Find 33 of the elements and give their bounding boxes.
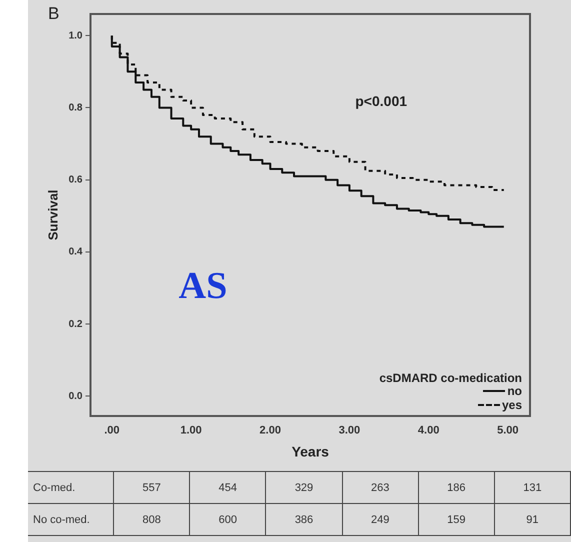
text: 600 <box>190 504 266 536</box>
y-tick-label: 0.6 <box>68 174 83 186</box>
x-tick-label: 1.00 <box>180 424 202 437</box>
x-tick-label: 5.00 <box>497 424 519 437</box>
x-tick-label: 3.00 <box>338 424 360 437</box>
text: 249 <box>342 504 418 536</box>
text: 329 <box>266 472 342 504</box>
text: 808 <box>114 504 190 536</box>
text: 131 <box>494 472 570 504</box>
y-tick-label: 0.8 <box>68 102 83 114</box>
legend-title: csDMARD co-medication <box>379 371 522 385</box>
y-tick-label: 0.2 <box>68 318 83 330</box>
text: 263 <box>342 472 418 504</box>
y-tick-label: 0.0 <box>68 390 83 402</box>
text: 91 <box>494 504 570 536</box>
text: 159 <box>418 504 494 536</box>
y-tick-label: 1.0 <box>68 30 83 42</box>
x-tick-label: 4.00 <box>418 424 440 437</box>
text: 454 <box>190 472 266 504</box>
x-tick-label: 2.00 <box>260 424 281 437</box>
annotation: AS <box>178 264 228 307</box>
text: 386 <box>266 504 342 536</box>
text: Co-med. <box>28 472 114 504</box>
legend-label: yes <box>502 398 522 412</box>
annotation: p<0.001 <box>355 93 408 110</box>
x-axis-title: Years <box>292 443 330 460</box>
text: 186 <box>418 472 494 504</box>
text: 557 <box>114 472 190 504</box>
y-tick-label: 0.4 <box>68 246 83 258</box>
legend-label: no <box>507 384 522 398</box>
chart-title: B <box>48 4 60 24</box>
y-axis-title: Survival <box>45 190 60 240</box>
x-tick-label: .00 <box>104 424 120 437</box>
